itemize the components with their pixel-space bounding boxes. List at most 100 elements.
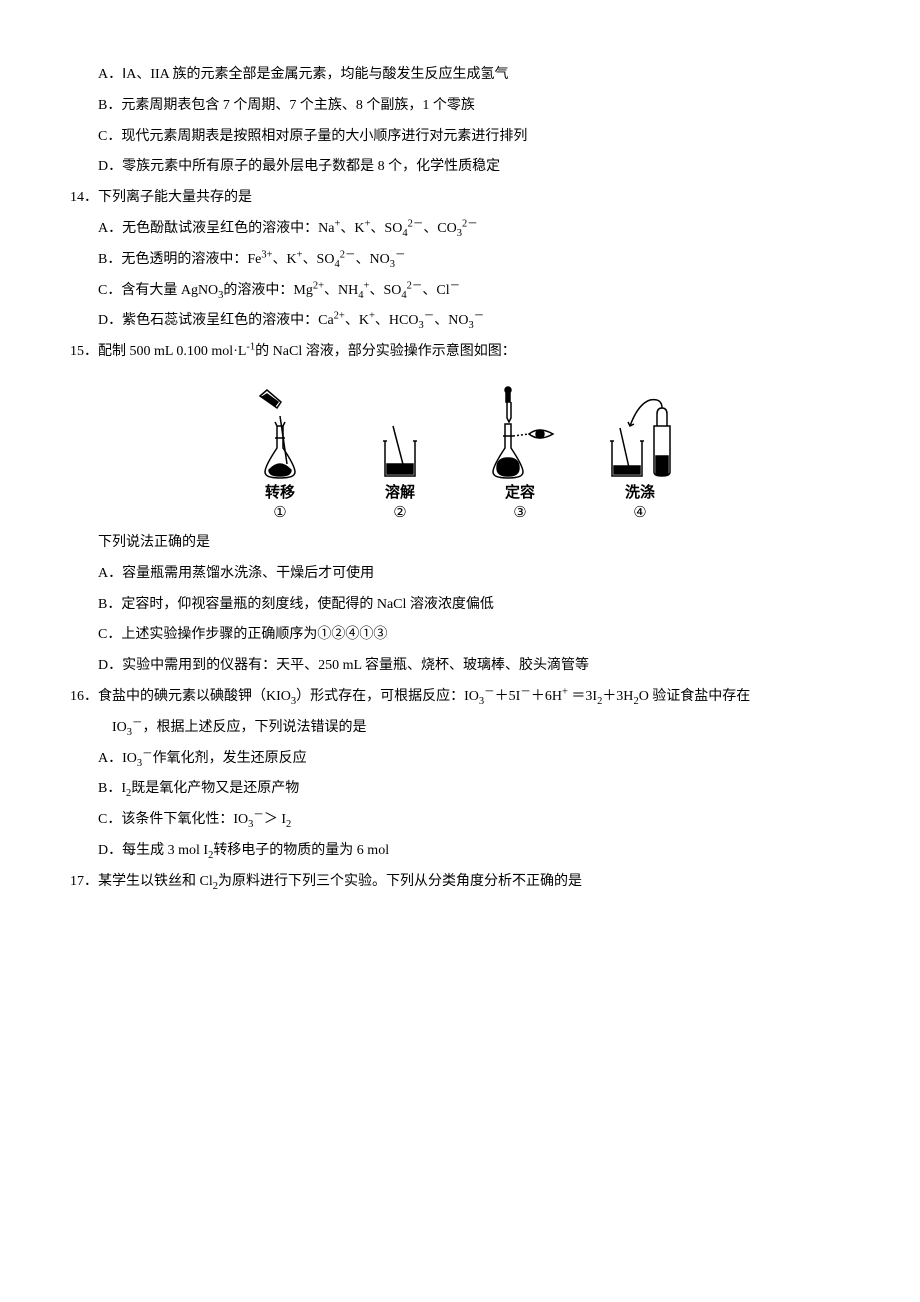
text: 、NO bbox=[355, 252, 389, 267]
q15-option-b: B．定容时，仰视容量瓶的刻度线，使配得的 NaCl 溶液浓度偏低 bbox=[70, 590, 850, 621]
text: 、SO bbox=[370, 221, 402, 236]
text: 15．配制 500 mL 0.100 mol·L bbox=[70, 344, 246, 359]
sup: 2－ bbox=[408, 218, 424, 229]
q15-stem: 15．配制 500 mL 0.100 mol·L-1的 NaCl 溶液，部分实验… bbox=[70, 337, 850, 368]
q16-option-d: D．每生成 3 mol I2转移电子的物质的量为 6 mol bbox=[70, 836, 850, 867]
text: 、K bbox=[345, 313, 369, 328]
q13-option-c: C．现代元素周期表是按照相对原子量的大小顺序进行对元素进行排列 bbox=[70, 122, 850, 153]
text: ＋6H bbox=[531, 689, 562, 704]
text: 为原料进行下列三个实验。下列从分类角度分析不正确的是 bbox=[218, 874, 582, 889]
q13-option-d: D．零族元素中所有原子的最外层电子数都是 8 个，化学性质稳定 bbox=[70, 152, 850, 183]
diagram-label: 洗涤 bbox=[625, 483, 655, 504]
sup: － bbox=[395, 249, 406, 260]
text: 既是氧化产物又是还原产物 bbox=[131, 781, 299, 796]
q16-option-c: C．该条件下氧化性：IO3－＞ I2 bbox=[70, 805, 850, 836]
text: B．I bbox=[98, 781, 126, 796]
text: 、Cl bbox=[422, 283, 449, 298]
text: C．该条件下氧化性：IO bbox=[98, 812, 248, 827]
sup: 2+ bbox=[334, 311, 345, 322]
diagram-constant-volume: 定容 ③ bbox=[475, 386, 565, 522]
text: A．IO bbox=[98, 751, 137, 766]
q13-option-b: B．元素周期表包含 7 个周期、7 个主族、8 个副族，1 个零族 bbox=[70, 91, 850, 122]
text: 、SO bbox=[303, 252, 335, 267]
text: A．无色酚酞试液呈红色的溶液中：Na bbox=[98, 221, 334, 236]
text: 的 NaCl 溶液，部分实验操作示意图如图： bbox=[255, 344, 516, 359]
q13-option-a: A．ⅠA、IIA 族的元素全部是金属元素，均能与酸发生反应生成氢气 bbox=[70, 60, 850, 91]
text: ＋3H bbox=[602, 689, 633, 704]
text: 的溶液中：Mg bbox=[223, 283, 312, 298]
sub: 4 bbox=[334, 259, 339, 270]
sub: 3 bbox=[418, 320, 423, 331]
q15-mid: 下列说法正确的是 bbox=[70, 528, 850, 559]
diagram-dissolve: 溶解 ② bbox=[355, 386, 445, 522]
text: 、NO bbox=[434, 313, 468, 328]
sup: － bbox=[484, 686, 495, 697]
text: D．紫色石蕊试液呈红色的溶液中：Ca bbox=[98, 313, 334, 328]
sup: 2－ bbox=[462, 218, 478, 229]
text: O 验证食盐中存在 bbox=[639, 689, 751, 704]
diagram-num: ② bbox=[393, 504, 406, 522]
diagram-num: ④ bbox=[633, 504, 646, 522]
text: 、K bbox=[273, 252, 297, 267]
sup: － bbox=[520, 686, 531, 697]
sup: － bbox=[424, 311, 435, 322]
text: B．无色透明的溶液中：Fe bbox=[98, 252, 261, 267]
sub: 3 bbox=[248, 819, 253, 830]
diagram-label: 溶解 bbox=[385, 483, 415, 504]
diagram-wash: 洗涤 ④ bbox=[595, 386, 685, 522]
text: ，根据上述反应，下列说法错误的是 bbox=[143, 720, 367, 735]
sup: 2－ bbox=[407, 280, 423, 291]
text: C．含有大量 AgNO bbox=[98, 283, 218, 298]
q14-option-c: C．含有大量 AgNO3的溶液中：Mg2+、NH4+、SO42－、Cl－ bbox=[70, 276, 850, 307]
text: ＝3I bbox=[568, 689, 597, 704]
text: IO bbox=[112, 720, 127, 735]
q14-stem: 14．下列离子能大量共存的是 bbox=[70, 183, 850, 214]
sup: － bbox=[132, 717, 143, 728]
sup: 3+ bbox=[261, 249, 272, 260]
diagram-transfer: 转移 ① bbox=[235, 386, 325, 522]
q14-option-b: B．无色透明的溶液中：Fe3+、K+、SO42－、NO3－ bbox=[70, 245, 850, 276]
text: ＞ I bbox=[264, 812, 286, 827]
diagram-num: ③ bbox=[513, 504, 526, 522]
text: 、HCO bbox=[375, 313, 419, 328]
wash-icon bbox=[600, 386, 680, 481]
text: 、K bbox=[340, 221, 364, 236]
q15-option-a: A．容量瓶需用蒸馏水洗涤、干燥后才可使用 bbox=[70, 559, 850, 590]
text: 作氧化剂，发生还原反应 bbox=[153, 751, 307, 766]
diagram-row: 转移 ① 溶解 ② bbox=[70, 386, 850, 522]
q16-stem-line2: IO3－，根据上述反应，下列说法错误的是 bbox=[70, 713, 850, 744]
constant-volume-icon bbox=[475, 386, 565, 481]
sub: 3 bbox=[457, 228, 462, 239]
text: ＋5I bbox=[495, 689, 521, 704]
q16-option-b: B．I2既是氧化产物又是还原产物 bbox=[70, 774, 850, 805]
q15-option-c: C．上述实验操作步骤的正确顺序为①②④①③ bbox=[70, 620, 850, 651]
q16-option-a: A．IO3－作氧化剂，发生还原反应 bbox=[70, 744, 850, 775]
q15-option-d: D．实验中需用到的仪器有：天平、250 mL 容量瓶、烧杯、玻璃棒、胶头滴管等 bbox=[70, 651, 850, 682]
diagram-label: 定容 bbox=[505, 483, 535, 504]
text: 、NH bbox=[324, 283, 358, 298]
sub: 3 bbox=[390, 259, 395, 270]
text: 16．食盐中的碘元素以碘酸钾（KIO bbox=[70, 689, 291, 704]
dissolve-icon bbox=[365, 386, 435, 481]
text: 17．某学生以铁丝和 Cl bbox=[70, 874, 213, 889]
sub: 4 bbox=[401, 289, 406, 300]
q17-stem: 17．某学生以铁丝和 Cl2为原料进行下列三个实验。下列从分类角度分析不正确的是 bbox=[70, 867, 850, 898]
text: 转移电子的物质的量为 6 mol bbox=[213, 843, 389, 858]
sub: 3 bbox=[127, 727, 132, 738]
q14-option-d: D．紫色石蕊试液呈红色的溶液中：Ca2+、K+、HCO3－、NO3－ bbox=[70, 306, 850, 337]
sup: 2－ bbox=[340, 249, 356, 260]
sup: － bbox=[474, 311, 485, 322]
sup: － bbox=[142, 748, 153, 759]
sub: 2 bbox=[286, 819, 291, 830]
diagram-label: 转移 bbox=[265, 483, 295, 504]
sub: 4 bbox=[402, 228, 407, 239]
sub: 3 bbox=[479, 696, 484, 707]
diagram-num: ① bbox=[273, 504, 286, 522]
text: 、CO bbox=[423, 221, 456, 236]
text: 、SO bbox=[369, 283, 401, 298]
text: ）形式存在，可根据反应：IO bbox=[296, 689, 479, 704]
sup: － bbox=[450, 280, 461, 291]
sub: 3 bbox=[468, 320, 473, 331]
sub: 4 bbox=[358, 289, 363, 300]
q14-option-a: A．无色酚酞试液呈红色的溶液中：Na+、K+、SO42－、CO32－ bbox=[70, 214, 850, 245]
